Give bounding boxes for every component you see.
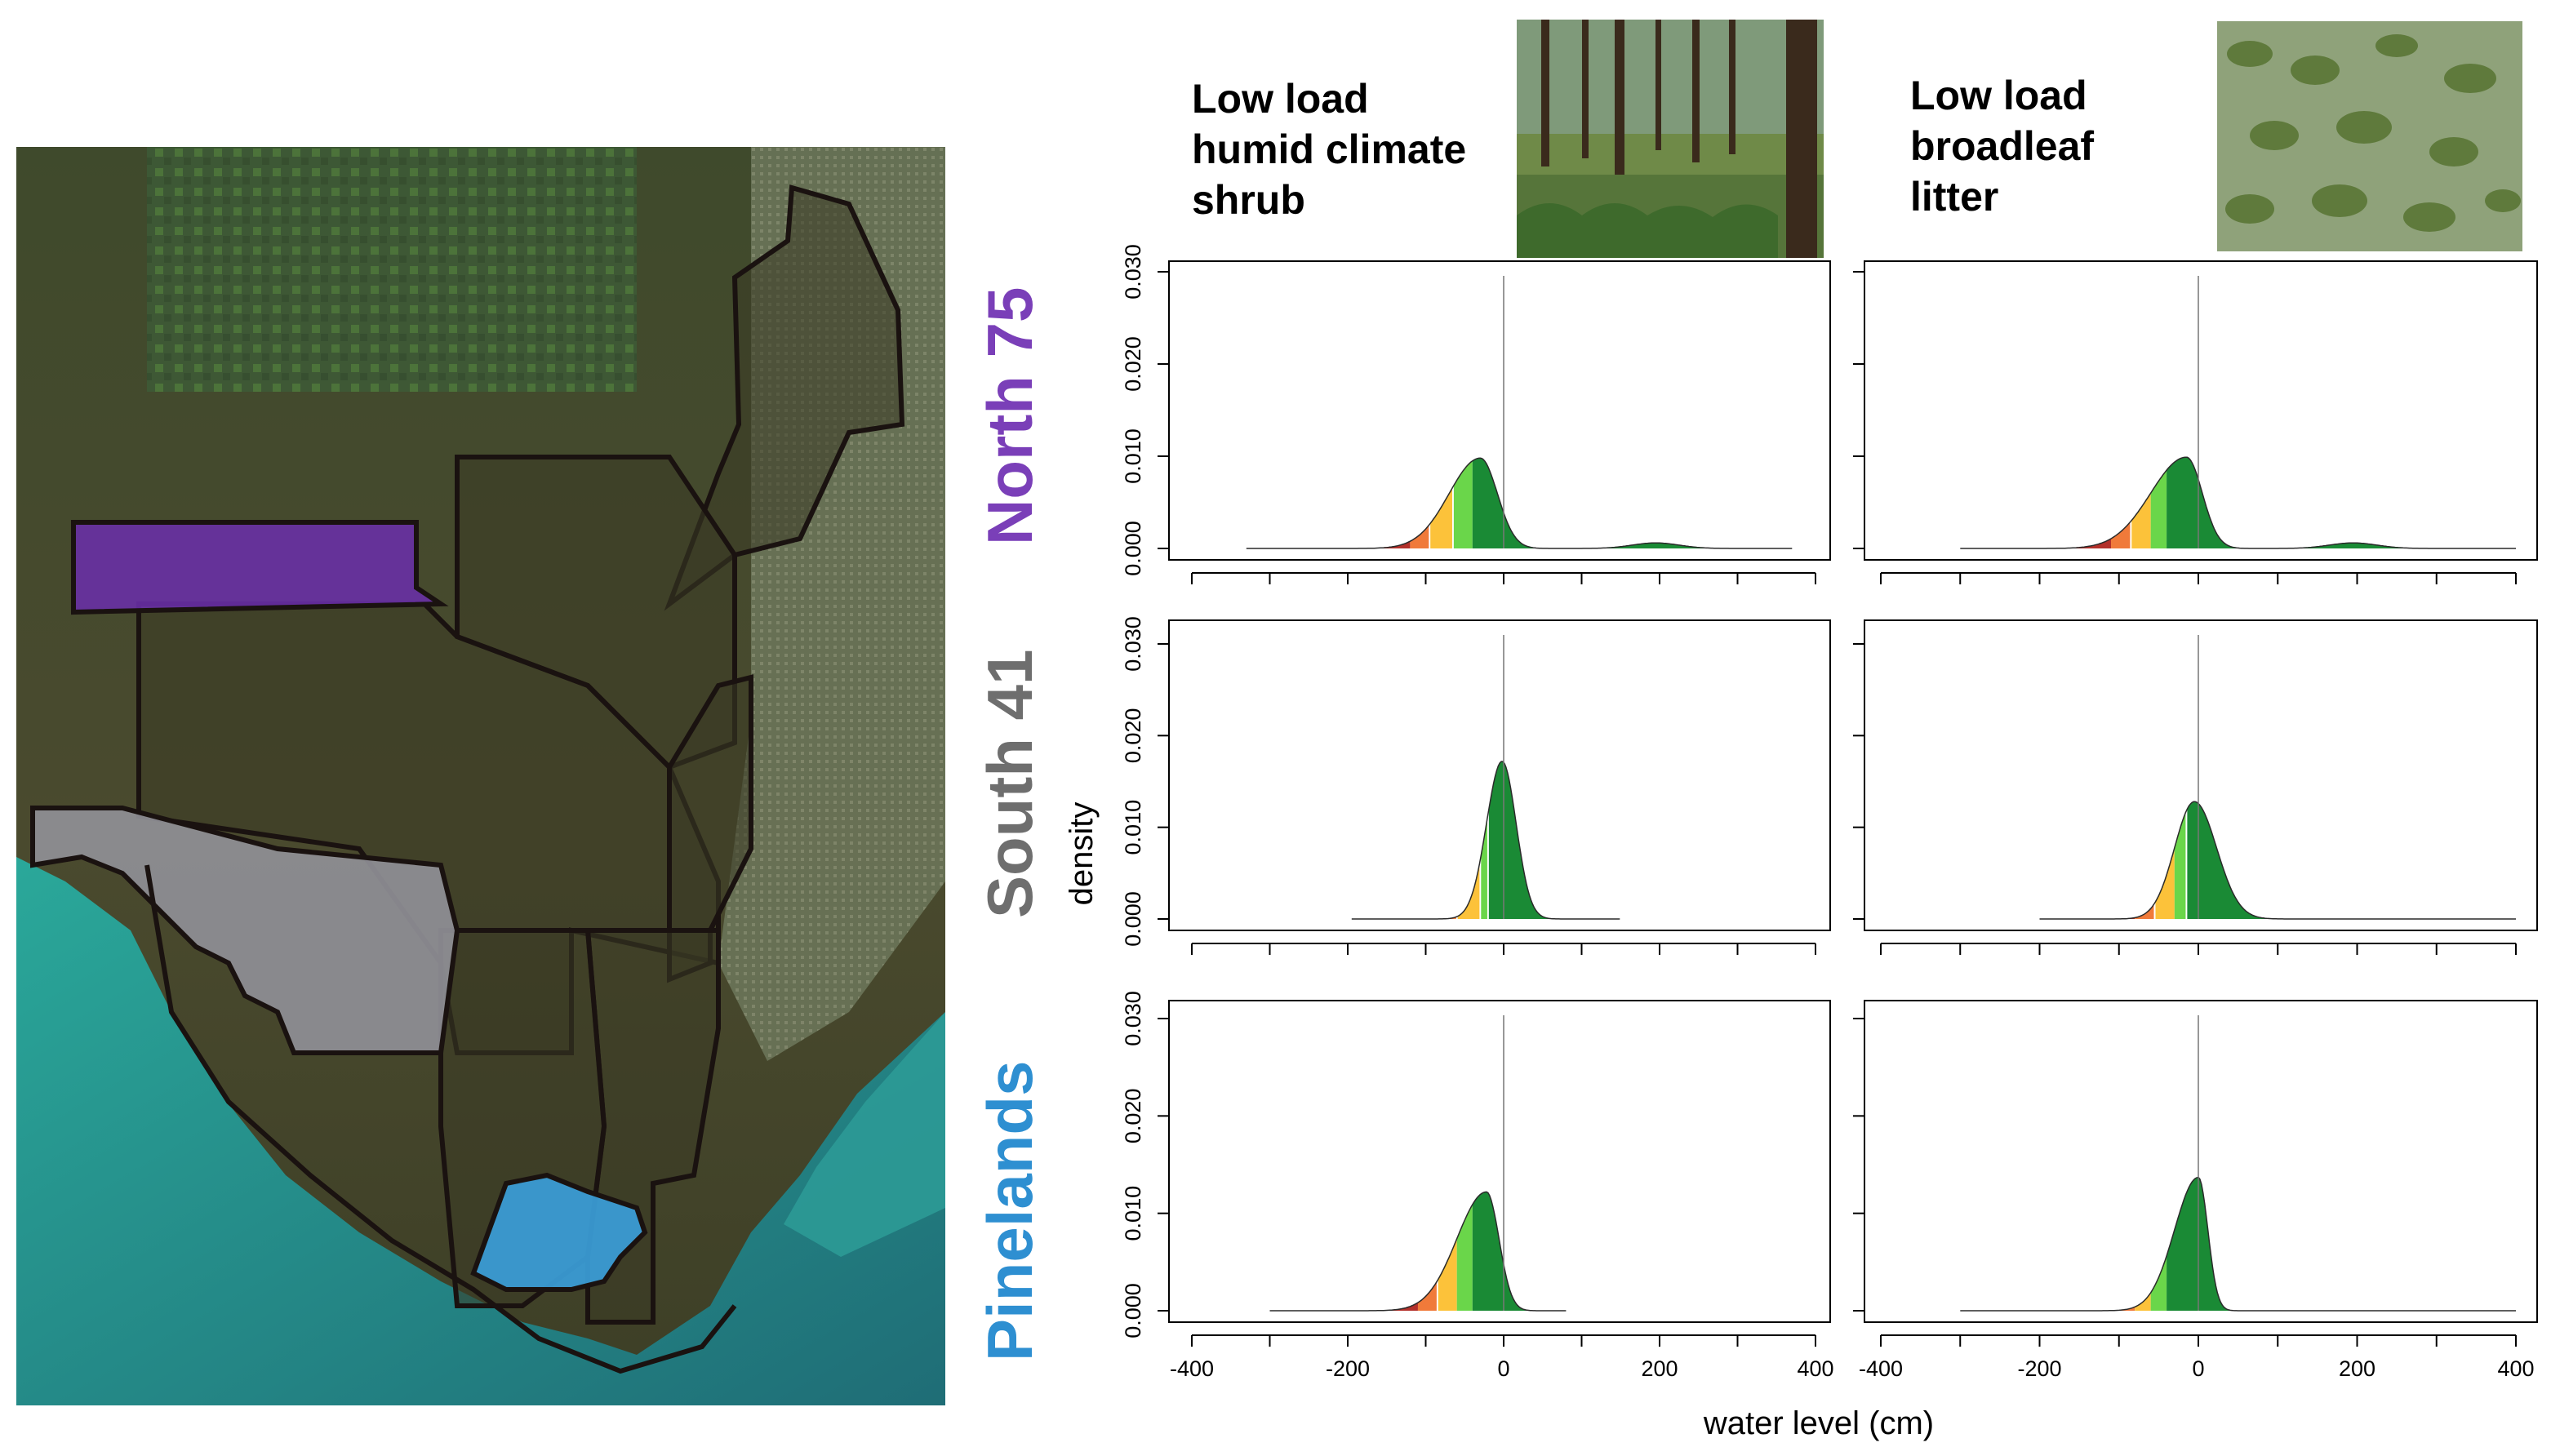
- density-curve: [1960, 1176, 2516, 1312]
- density-band-5: [1472, 1192, 1567, 1311]
- chart-panel-3-2: -400 -200 0 200 400: [1853, 1000, 2538, 1381]
- x-tick-label: -200: [2017, 1356, 2061, 1381]
- density-band-5: [1472, 458, 1793, 548]
- y-tick-label: 0.020: [1121, 336, 1145, 392]
- y-tick-label: 0.030: [1121, 616, 1145, 672]
- y-tick-label: 0.030: [1121, 244, 1145, 300]
- density-band-5: [2167, 1177, 2516, 1311]
- x-tick-label: -400: [1170, 1356, 1214, 1381]
- density-band-3: [1457, 863, 1480, 919]
- x-tick-label: -200: [1326, 1356, 1370, 1381]
- density-band-5: [2167, 457, 2516, 548]
- density-band-4: [2150, 470, 2167, 548]
- map-south41-region: [30, 806, 460, 1055]
- x-tick-label: 400: [2497, 1356, 2534, 1381]
- x-tick-label: 0: [1497, 1356, 1509, 1381]
- density-band-3: [1430, 488, 1452, 548]
- map-gulf-water: [16, 857, 945, 1405]
- y-tick-label: 0.010: [1121, 1186, 1145, 1241]
- density-band-3: [1438, 1238, 1457, 1311]
- x-tick-label: 400: [1797, 1356, 1833, 1381]
- density-band-4: [1456, 1204, 1473, 1311]
- y-axis-title: density: [1064, 802, 1100, 906]
- y-tick-label: 0.000: [1121, 891, 1145, 947]
- x-tick-label: -400: [1859, 1356, 1903, 1381]
- map-bay-water: [784, 1012, 945, 1257]
- density-band-4: [1453, 460, 1473, 548]
- chart-panel-2-2: [1853, 619, 2538, 955]
- density-band-2: [2115, 1307, 2135, 1311]
- column-title-2: Low load broadleaf litter: [1910, 73, 2095, 220]
- x-tick-label: 200: [2339, 1356, 2375, 1381]
- y-tick-label: 0.000: [1121, 521, 1145, 576]
- column-title-1: Low load humid climate shrub: [1192, 76, 1467, 223]
- density-band-3: [2131, 493, 2151, 548]
- map-farmland: [147, 147, 637, 392]
- x-axis-title: water level (cm): [1703, 1405, 1934, 1441]
- chart-panel-3-1: 0.000 0.010 0.020 0.030 -400 -200 0 200 400: [1121, 991, 1834, 1381]
- density-band-1: [1960, 539, 2112, 548]
- chart-panel-2-1: 0.000 0.010 0.020 0.030: [1121, 616, 1831, 955]
- density-band-5: [2187, 801, 2516, 919]
- density-band-3: [2135, 1292, 2151, 1311]
- density-band-1: [1254, 541, 1411, 548]
- marsh-aerial-photo: [2217, 21, 2522, 251]
- map-pinelands-region: [470, 1172, 648, 1292]
- y-tick-label: 0.020: [1121, 708, 1145, 764]
- map-panel: [16, 147, 945, 1405]
- density-curve: [1246, 457, 1793, 549]
- y-tick-label: 0.010: [1121, 800, 1145, 855]
- chart-panel-1-1: 0.000 0.010 0.020 0.030: [1121, 244, 1831, 584]
- density-band-2: [2135, 904, 2154, 919]
- density-band-1: [1269, 1303, 1418, 1311]
- y-tick-label: 0.000: [1121, 1283, 1145, 1338]
- density-curve: [2039, 801, 2516, 920]
- pine-savanna-photo: [1517, 20, 1824, 258]
- x-tick-label: 200: [1641, 1356, 1678, 1381]
- density-band-4: [2150, 1255, 2167, 1311]
- density-curve: [1960, 456, 2516, 549]
- y-tick-label: 0.030: [1121, 991, 1145, 1046]
- y-tick-label: 0.020: [1121, 1089, 1145, 1144]
- chart-panel-1-2: [1853, 260, 2538, 584]
- density-curve: [1351, 761, 1620, 920]
- density-band-5: [1488, 761, 1620, 919]
- chart-panels: 0.000 0.010 0.020 0.030 0.000 0.010 0.020 0.030…: [1121, 244, 2538, 1381]
- map-park-boundary: [144, 864, 737, 1374]
- density-curve: [1269, 1191, 1567, 1312]
- y-tick-label: 0.010: [1121, 428, 1145, 484]
- x-tick-label: 0: [2192, 1356, 2204, 1381]
- density-band-4: [1481, 819, 1487, 919]
- map-north75-region: [71, 520, 449, 615]
- density-band-2: [2111, 522, 2131, 548]
